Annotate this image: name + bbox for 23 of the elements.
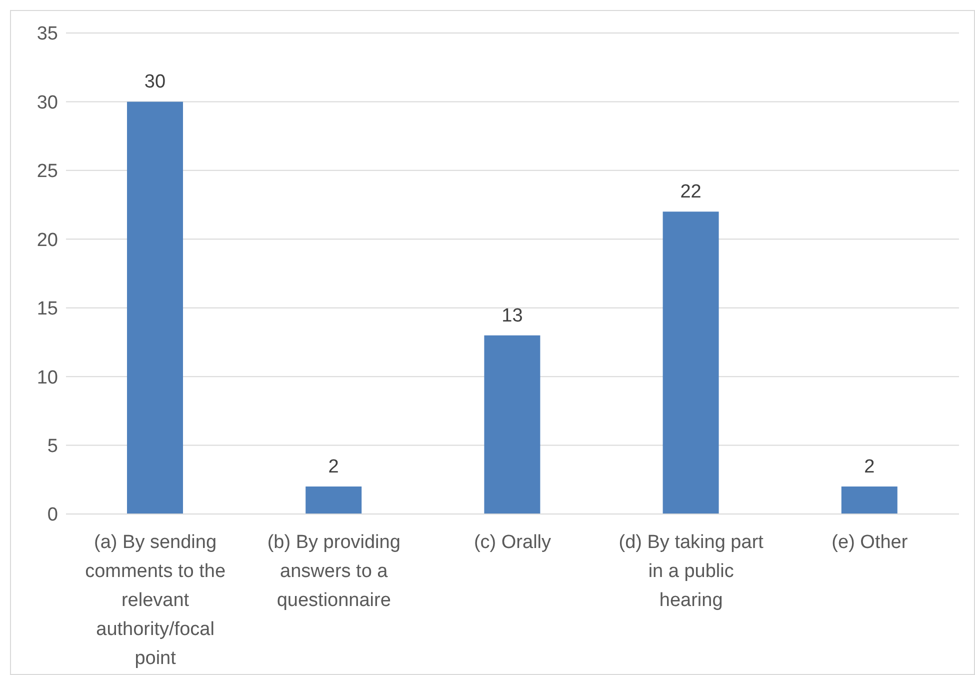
y-tick-label: 20 (36, 230, 58, 251)
x-tick-label: (a) By sending comments to the relevant authority/focal point (85, 532, 226, 669)
data-label: 2 (864, 456, 875, 478)
y-tick-label: 15 (36, 298, 58, 320)
x-tick-label: (c) Orally (474, 532, 552, 553)
bar (127, 102, 183, 514)
bar (484, 335, 540, 514)
data-label: 2 (328, 456, 339, 478)
y-tick-label: 10 (36, 367, 58, 388)
data-label: 13 (502, 305, 523, 326)
data-label: 22 (680, 182, 702, 203)
bar (306, 486, 362, 514)
y-tick-label: 0 (47, 504, 58, 526)
y-tick-label: 35 (36, 24, 58, 45)
bar (662, 212, 719, 514)
y-tick-label: 30 (36, 92, 58, 114)
y-tick-label: 25 (36, 161, 58, 182)
x-tick-label: (d) By taking part in a public hearing (618, 532, 764, 611)
bar (841, 486, 898, 514)
x-tick-label: (e) Other (832, 532, 908, 553)
data-label: 30 (144, 72, 166, 93)
y-tick-label: 5 (47, 436, 58, 458)
x-tick-label: (b) By providing answers to a questionnaire (267, 532, 400, 611)
